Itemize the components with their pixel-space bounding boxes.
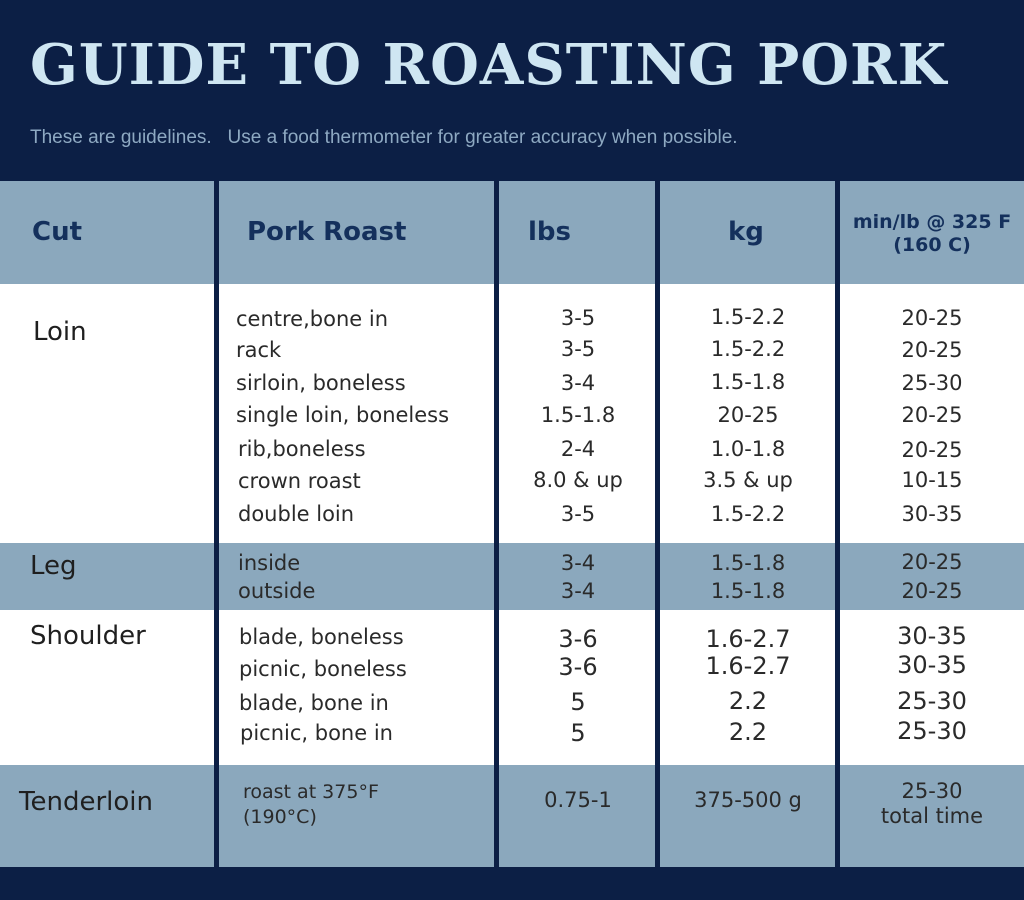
lbs-value: 3-4 [560,579,596,603]
kg-value: 1.5-1.8 [710,579,786,603]
lbs-value: 3-4 [560,371,596,395]
column-divider [835,181,840,867]
lbs-value: 3-4 [560,551,596,575]
kg-value: 1.5-1.8 [710,551,786,575]
shoulder-band [0,610,1024,765]
loin-band [0,284,1024,543]
page-title: GUIDE TO ROASTING PORK [30,32,948,98]
kg-value: 1.5-2.2 [710,305,786,329]
roast-name: blade, bone in [239,691,389,715]
header-kg: kg [728,217,764,247]
roast-name: rib,boneless [238,437,366,461]
min-value: 30-35 [897,622,967,650]
min-value: 20-25 [901,550,963,574]
min-value: 25-30 [897,717,967,745]
lbs-value: 3-6 [558,625,598,653]
header-lbs: lbs [528,217,571,247]
cut-shoulder: Shoulder [30,621,146,651]
roast-name: sirloin, boneless [236,371,406,395]
lbs-value: 0.75-1 [544,788,612,812]
min-value: 10-15 [901,468,963,492]
roasting-table: Cut Pork Roast lbs kg min/lb @ 325 F (16… [0,181,1024,867]
roast-name: double loin [238,502,355,526]
roast-name: crown roast [238,469,361,493]
kg-value: 1.0-1.8 [710,437,786,461]
page-subtitle: These are guidelines. Use a food thermom… [30,127,738,148]
kg-value: 1.5-2.2 [710,502,786,526]
roast-name: roast at 375°F [243,781,379,803]
roast-name: outside [238,579,316,603]
roast-name: picnic, bone in [240,721,393,745]
kg-value: 20-25 [717,403,779,427]
lbs-value: 3-5 [560,502,596,526]
lbs-value: 5 [570,719,586,747]
tenderloin-band [0,765,1024,867]
kg-value: 2.2 [728,687,768,715]
lbs-value: 8.0 & up [533,468,623,492]
cut-tenderloin: Tenderloin [19,787,153,817]
roast-name: picnic, boneless [239,657,407,681]
lbs-value: 5 [570,688,586,716]
leg-band [0,543,1024,610]
kg-value: 1.5-1.8 [710,370,786,394]
min-value: 20-25 [901,438,963,462]
cut-loin: Loin [33,317,87,347]
min-value: 25-30 [901,371,963,395]
column-divider [214,181,219,867]
roast-name: centre,bone in [236,307,389,331]
lbs-value: 3-6 [558,653,598,681]
min-value: 20-25 [901,403,963,427]
min-value: 20-25 [901,306,963,330]
min-value: 30-35 [897,651,967,679]
column-divider [655,181,660,867]
header-pork-roast: Pork Roast [247,217,407,247]
kg-value: 2.2 [728,718,768,746]
kg-value: 1.5-2.2 [710,337,786,361]
header-cut: Cut [32,217,83,247]
min-value: 25-30 [897,687,967,715]
kg-value: 1.6-2.7 [705,625,791,653]
lbs-value: 1.5-1.8 [540,403,616,427]
roast-name-note: (190°C) [243,806,317,828]
lbs-value: 2-4 [560,437,596,461]
roast-name: rack [236,338,282,362]
lbs-value: 3-5 [560,337,596,361]
header-min-per-lb-celsius: (160 C) [893,234,971,256]
roast-name: blade, boneless [239,625,404,649]
header-band [0,181,1024,284]
lbs-value: 3-5 [560,306,596,330]
cut-leg: Leg [30,551,77,581]
header-min-per-lb: min/lb @ 325 F [852,211,1012,233]
min-value: 25-30 [901,779,963,803]
min-value-note: total time [880,804,984,828]
roast-name: inside [238,551,301,575]
kg-value: 375-500 g [694,788,802,812]
column-divider [494,181,499,867]
min-value: 30-35 [901,502,963,526]
kg-value: 3.5 & up [703,468,793,492]
min-value: 20-25 [901,338,963,362]
kg-value: 1.6-2.7 [705,652,791,680]
min-value: 20-25 [901,579,963,603]
roast-name: single loin, boneless [236,403,450,427]
